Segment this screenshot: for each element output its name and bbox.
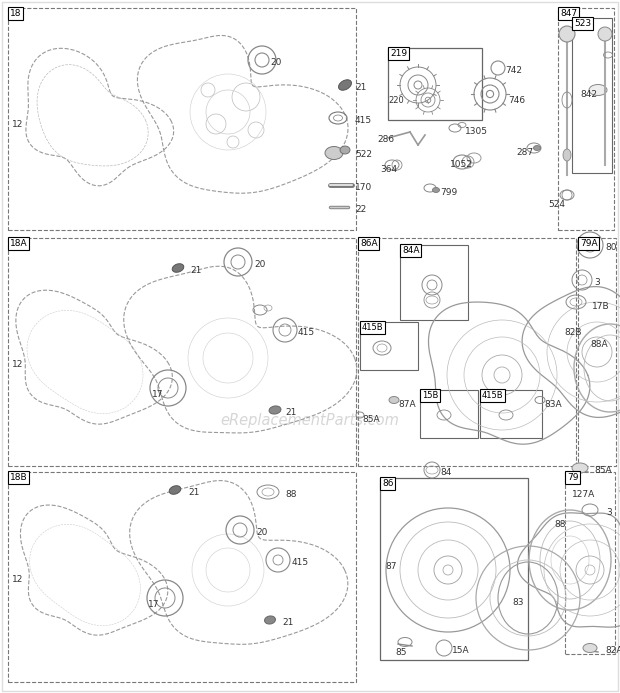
Text: 87: 87 — [385, 562, 397, 571]
Text: 742: 742 — [505, 66, 522, 75]
Text: 842: 842 — [580, 90, 597, 99]
Bar — [358, 238, 576, 466]
Text: 80: 80 — [605, 243, 616, 252]
Text: 21: 21 — [285, 408, 296, 417]
Text: 286: 286 — [377, 135, 394, 144]
Text: 170: 170 — [355, 183, 372, 192]
Text: 524: 524 — [548, 200, 565, 209]
Bar — [8, 472, 356, 682]
Text: 83: 83 — [512, 598, 523, 607]
Text: 415B: 415B — [362, 323, 384, 332]
Ellipse shape — [172, 264, 184, 272]
Ellipse shape — [340, 146, 350, 154]
Text: 88A: 88A — [590, 340, 608, 349]
Ellipse shape — [269, 406, 281, 414]
Text: 20: 20 — [256, 528, 267, 537]
Ellipse shape — [572, 463, 588, 473]
Text: 82A: 82A — [605, 646, 620, 655]
Text: 3: 3 — [594, 278, 600, 287]
Text: 287: 287 — [516, 148, 533, 157]
Text: 12: 12 — [12, 360, 24, 369]
Text: 17B: 17B — [592, 302, 609, 311]
Text: 15B: 15B — [422, 391, 438, 400]
Text: 85A: 85A — [362, 415, 379, 424]
Bar — [558, 8, 614, 230]
Circle shape — [559, 26, 575, 42]
Text: 364: 364 — [380, 165, 397, 174]
Ellipse shape — [389, 396, 399, 403]
Text: 21: 21 — [355, 83, 366, 92]
Text: 88: 88 — [554, 520, 565, 529]
Ellipse shape — [325, 146, 343, 159]
Text: 86A: 86A — [360, 239, 378, 248]
Text: eReplacementParts.com: eReplacementParts.com — [221, 412, 399, 428]
Bar — [420, 390, 478, 438]
Text: 20: 20 — [270, 58, 281, 67]
Text: 88: 88 — [285, 490, 296, 499]
Bar — [388, 48, 482, 120]
Text: 86: 86 — [382, 479, 394, 488]
Text: 22: 22 — [355, 205, 366, 214]
Ellipse shape — [339, 80, 352, 90]
Circle shape — [598, 27, 612, 41]
Ellipse shape — [533, 146, 541, 150]
Text: 21: 21 — [282, 618, 293, 627]
Text: 82B: 82B — [564, 328, 582, 337]
Text: 18A: 18A — [10, 239, 28, 248]
Text: 17: 17 — [152, 390, 164, 399]
Text: 127A: 127A — [572, 490, 595, 499]
Text: 415: 415 — [355, 116, 372, 125]
Bar — [8, 238, 356, 466]
Text: 18: 18 — [10, 9, 22, 18]
Ellipse shape — [583, 644, 597, 653]
Text: 21: 21 — [188, 488, 200, 497]
Text: 415B: 415B — [482, 391, 503, 400]
Bar — [8, 8, 356, 230]
Text: 83A: 83A — [544, 400, 562, 409]
Text: 12: 12 — [12, 575, 24, 584]
Bar — [400, 245, 468, 320]
Text: 219: 219 — [390, 49, 407, 58]
Ellipse shape — [265, 616, 275, 624]
Text: 21: 21 — [190, 266, 202, 275]
Bar — [360, 322, 418, 370]
Text: 82: 82 — [618, 486, 620, 495]
Text: 12: 12 — [12, 120, 24, 129]
Text: 79: 79 — [567, 473, 578, 482]
Ellipse shape — [589, 85, 607, 96]
Bar — [572, 18, 612, 173]
Ellipse shape — [563, 149, 571, 161]
Text: 746: 746 — [508, 96, 525, 105]
Bar — [565, 472, 615, 654]
Ellipse shape — [169, 486, 181, 494]
Text: 79A: 79A — [580, 239, 598, 248]
Text: 85A: 85A — [594, 466, 611, 475]
Text: 522: 522 — [355, 150, 372, 159]
Bar — [480, 390, 542, 438]
Bar — [380, 478, 528, 660]
Text: 85: 85 — [395, 648, 407, 657]
Text: 1052: 1052 — [450, 160, 473, 169]
Text: 84A: 84A — [402, 246, 420, 255]
Bar — [578, 238, 616, 466]
Text: 415: 415 — [298, 328, 315, 337]
Text: 15A: 15A — [452, 646, 469, 655]
Text: 20: 20 — [254, 260, 265, 269]
Text: 84: 84 — [440, 468, 451, 477]
Text: 17: 17 — [148, 600, 159, 609]
Ellipse shape — [433, 188, 440, 193]
Text: 1305: 1305 — [465, 127, 488, 136]
Text: 415: 415 — [292, 558, 309, 567]
Text: 220: 220 — [388, 96, 404, 105]
Text: 523: 523 — [574, 19, 591, 28]
Text: 3: 3 — [606, 508, 612, 517]
Text: 799: 799 — [440, 188, 458, 197]
Text: 18B: 18B — [10, 473, 28, 482]
Text: 87A: 87A — [398, 400, 415, 409]
Text: 847: 847 — [560, 9, 577, 18]
